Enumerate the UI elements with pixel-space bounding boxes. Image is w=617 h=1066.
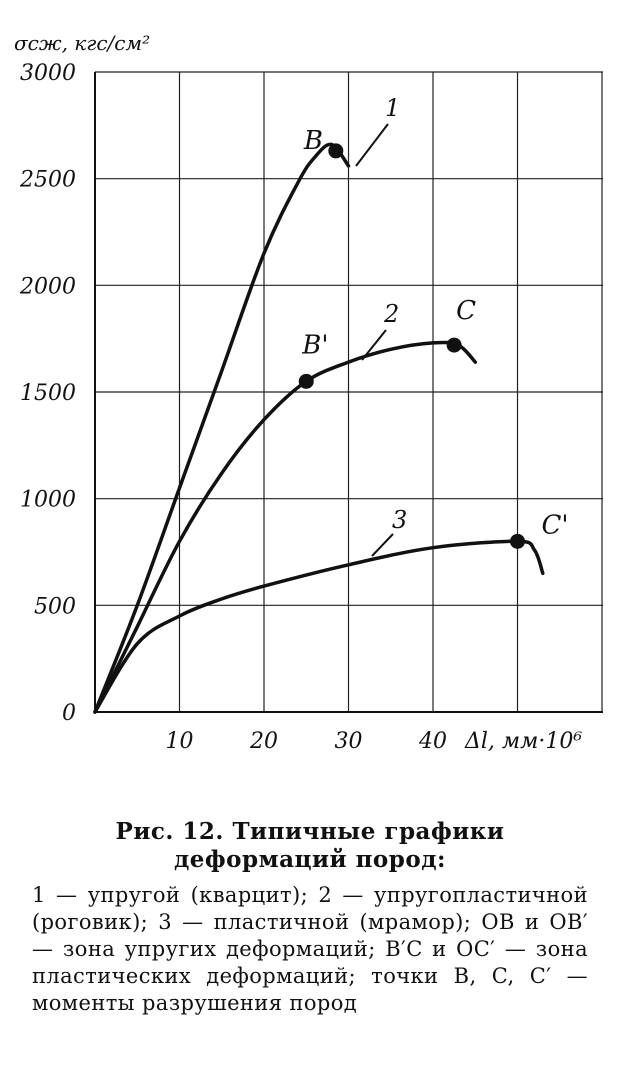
- x-tick-label: 40: [418, 729, 447, 754]
- failure-point: [510, 533, 525, 549]
- x-tick-label: 20: [249, 729, 278, 754]
- curve-leader-line: [361, 329, 387, 361]
- y-tick-label: 0: [62, 701, 76, 726]
- curve-leader-line: [355, 123, 389, 167]
- deformation-chart: 0 500 1000 1500 2000 2500 3000 10 20 30 40 σсж, кгс…: [14, 31, 603, 754]
- curve-number-label: 2: [383, 300, 399, 328]
- caption-body: 1 — упругой (кварцит); 2 — упругопластич…: [32, 883, 588, 1015]
- chart-marks: [298, 143, 525, 549]
- chart-labels: B B' C C' 1 2 3: [301, 94, 569, 557]
- chart-axes: 0 500 1000 1500 2000 2500 3000 10 20 30 40 σсж, кгс…: [14, 31, 603, 754]
- failure-point: [298, 373, 314, 389]
- x-axis-label: Δl, мм·10⁶: [464, 729, 582, 754]
- y-tick-label: 1000: [20, 488, 76, 513]
- y-axis-label: σсж, кгс/см²: [14, 31, 150, 55]
- curve-number-label: 1: [385, 94, 400, 122]
- failure-point: [328, 143, 344, 159]
- caption-title: Рис. 12. Типичные графики деформаций пор…: [115, 818, 505, 873]
- point-label: C: [456, 296, 476, 326]
- figure-caption: Рис. 12. Типичные графики деформаций пор…: [32, 818, 588, 1017]
- y-tick-label: 2000: [19, 274, 76, 299]
- failure-point: [446, 337, 462, 353]
- x-tick-label: 30: [335, 729, 363, 754]
- point-label: C': [542, 510, 569, 540]
- point-label: B': [301, 330, 328, 360]
- y-tick-label: 1500: [20, 381, 76, 406]
- x-tick-label: 10: [166, 729, 194, 754]
- y-tick-label: 2500: [19, 168, 76, 193]
- curve-leader-line: [371, 533, 394, 557]
- chart-grid: [95, 71, 603, 712]
- series-line-1: [93, 142, 351, 714]
- y-tick-label: 3000: [20, 61, 76, 86]
- chart-series: [93, 142, 545, 714]
- point-label: B: [303, 126, 323, 156]
- series-line-3: [93, 539, 545, 714]
- series-line-2: [93, 340, 478, 714]
- y-tick-label: 500: [34, 594, 76, 619]
- curve-number-label: 3: [392, 506, 407, 534]
